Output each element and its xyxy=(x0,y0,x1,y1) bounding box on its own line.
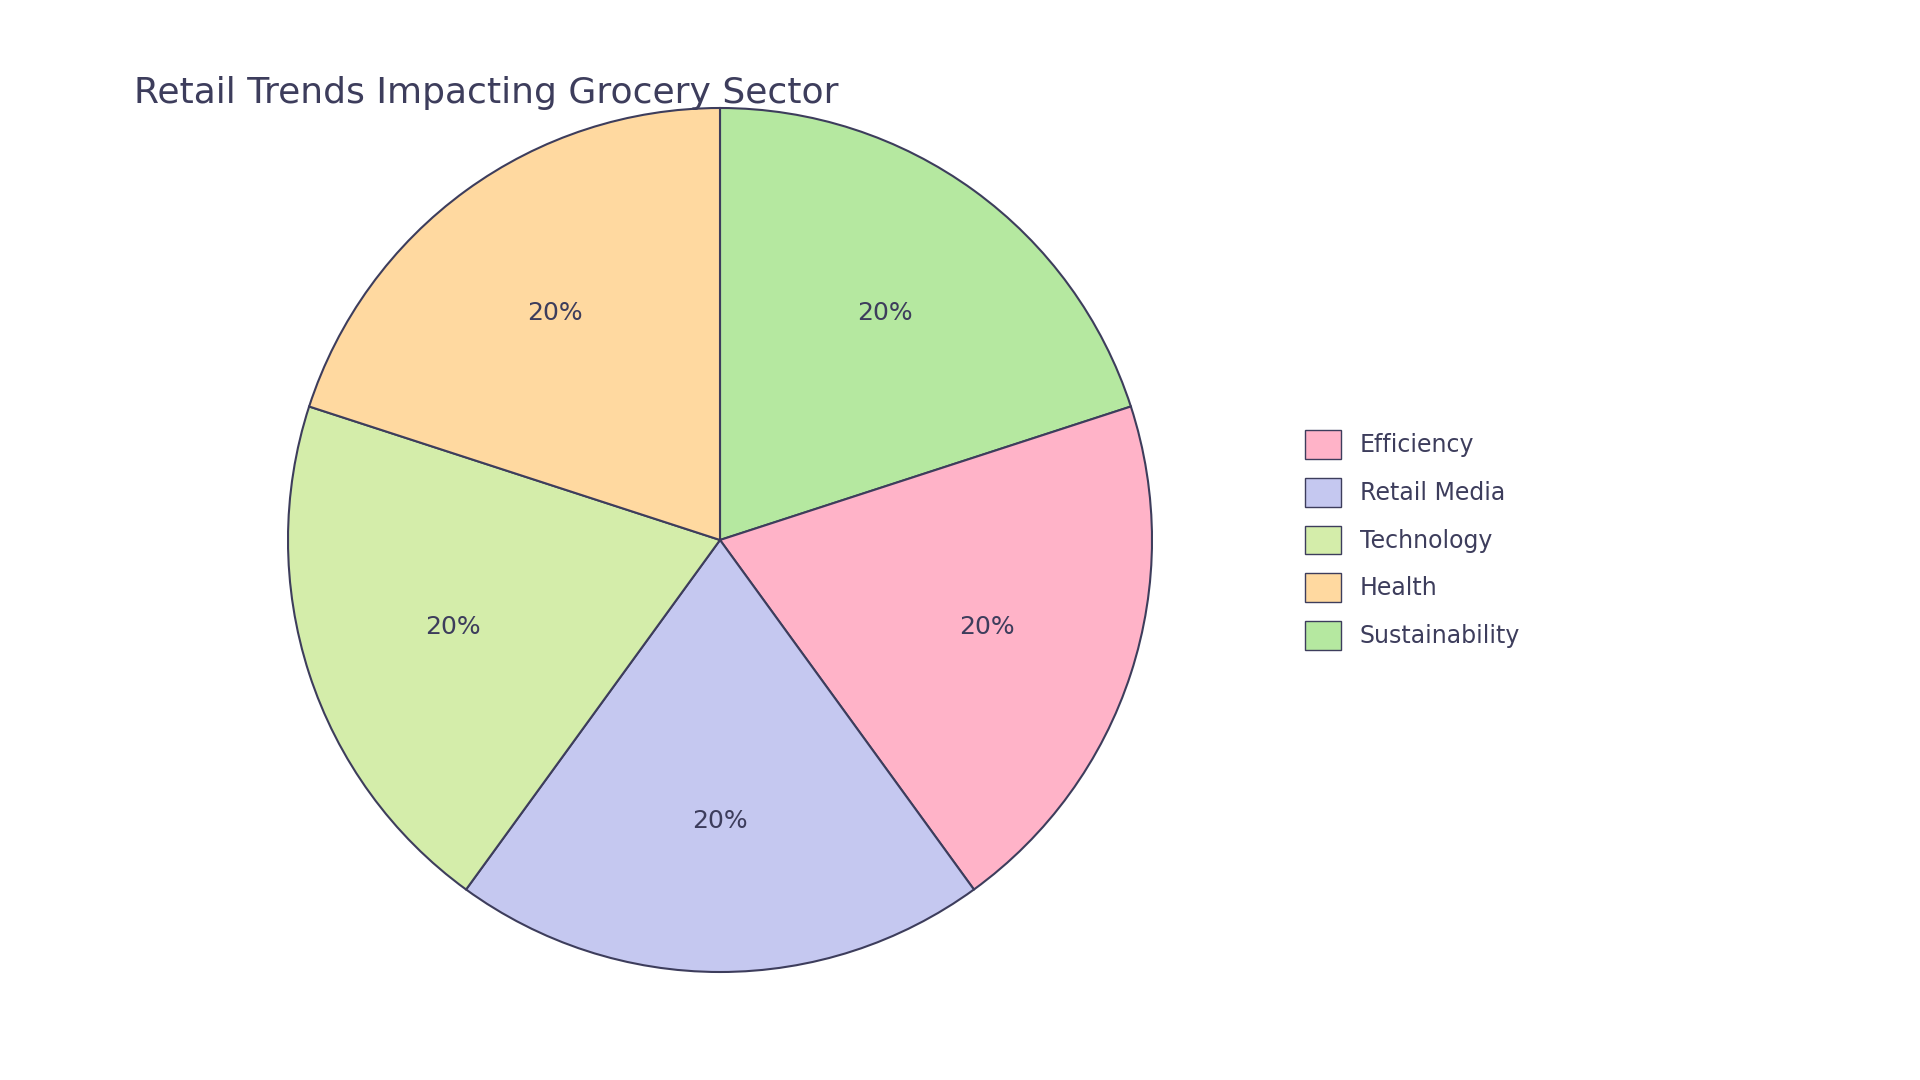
Wedge shape xyxy=(309,108,720,540)
Wedge shape xyxy=(288,406,720,890)
Wedge shape xyxy=(720,406,1152,890)
Text: 20%: 20% xyxy=(424,615,480,638)
Legend: Efficiency, Retail Media, Technology, Health, Sustainability: Efficiency, Retail Media, Technology, He… xyxy=(1294,418,1532,662)
Text: 20%: 20% xyxy=(528,301,584,325)
Text: 20%: 20% xyxy=(856,301,912,325)
Text: 20%: 20% xyxy=(960,615,1016,638)
Wedge shape xyxy=(467,540,973,972)
Text: 20%: 20% xyxy=(693,809,747,833)
Text: Retail Trends Impacting Grocery Sector: Retail Trends Impacting Grocery Sector xyxy=(134,76,839,109)
Wedge shape xyxy=(720,108,1131,540)
